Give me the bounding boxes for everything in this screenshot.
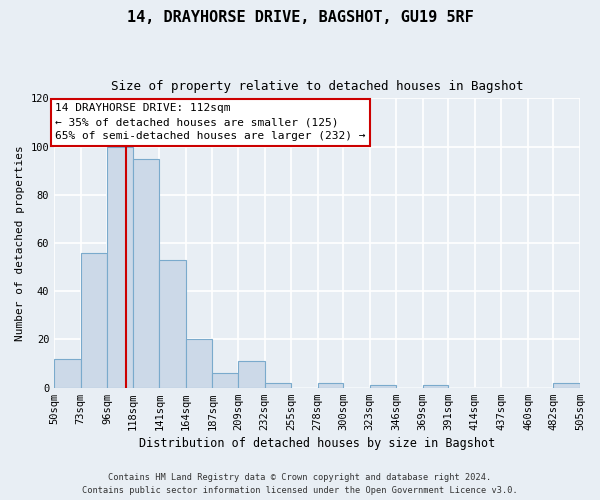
Title: Size of property relative to detached houses in Bagshot: Size of property relative to detached ho… bbox=[111, 80, 523, 93]
Bar bbox=[370, 386, 396, 388]
Bar bbox=[81, 252, 107, 388]
Bar bbox=[54, 359, 81, 388]
Bar bbox=[238, 361, 265, 388]
Text: 14, DRAYHORSE DRIVE, BAGSHOT, GU19 5RF: 14, DRAYHORSE DRIVE, BAGSHOT, GU19 5RF bbox=[127, 10, 473, 25]
Text: Contains HM Land Registry data © Crown copyright and database right 2024.
Contai: Contains HM Land Registry data © Crown c… bbox=[82, 473, 518, 495]
Y-axis label: Number of detached properties: Number of detached properties bbox=[15, 145, 25, 341]
Text: 14 DRAYHORSE DRIVE: 112sqm
← 35% of detached houses are smaller (125)
65% of sem: 14 DRAYHORSE DRIVE: 112sqm ← 35% of deta… bbox=[55, 103, 366, 141]
Bar bbox=[186, 340, 212, 388]
Bar bbox=[133, 158, 160, 388]
Bar bbox=[212, 373, 238, 388]
Bar bbox=[423, 386, 448, 388]
X-axis label: Distribution of detached houses by size in Bagshot: Distribution of detached houses by size … bbox=[139, 437, 495, 450]
Bar bbox=[265, 383, 291, 388]
Bar bbox=[107, 146, 133, 388]
Bar bbox=[317, 383, 343, 388]
Bar bbox=[160, 260, 186, 388]
Bar bbox=[553, 383, 580, 388]
